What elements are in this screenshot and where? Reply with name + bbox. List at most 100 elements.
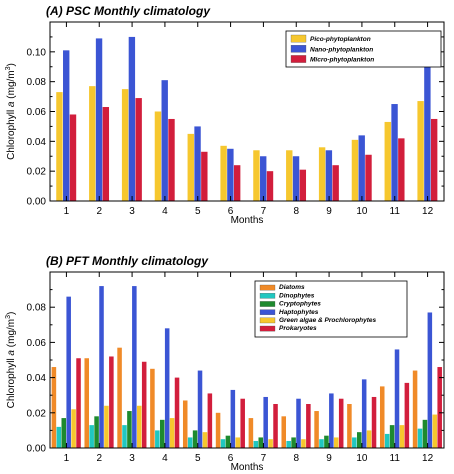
legend-label: Pico-phytoplankton — [310, 36, 371, 43]
bar — [273, 404, 278, 448]
bar — [417, 428, 423, 448]
bar — [306, 404, 311, 448]
bar — [89, 425, 94, 448]
y-axis-label: Chlorophyll a (mg/m3) — [5, 63, 17, 160]
bar — [227, 148, 234, 201]
y-axis-label-text: Chlorophyll — [6, 107, 17, 160]
bar — [263, 396, 268, 448]
bar — [325, 150, 333, 201]
y-tick-label: 0.04 — [27, 373, 47, 384]
x-tick-label: 7 — [261, 453, 267, 464]
x-axis-label: Months — [231, 215, 264, 226]
legend-label: Diatoms — [279, 284, 305, 291]
legend-swatch — [290, 55, 307, 63]
y-tick-label: 0.08 — [27, 303, 47, 314]
x-tick-label: 11 — [390, 453, 401, 464]
y-tick-label: 0.00 — [27, 197, 47, 208]
bar — [61, 418, 67, 448]
x-tick-label: 8 — [293, 453, 299, 464]
y-tick-label: 0.02 — [27, 167, 47, 178]
bar — [132, 286, 137, 448]
bar — [268, 439, 273, 448]
y-axis-label-close: ) — [6, 63, 17, 66]
legend-box — [285, 30, 442, 68]
bar — [84, 358, 89, 448]
bar — [76, 358, 81, 448]
bar — [424, 65, 431, 201]
x-tick-label: 8 — [293, 206, 299, 217]
x-tick-label: 4 — [162, 453, 168, 464]
bar — [332, 165, 339, 201]
x-tick-label: 1 — [64, 206, 70, 217]
bar — [202, 432, 208, 448]
chart-title: (A) PSC Monthly climatology — [46, 4, 211, 18]
x-tick-label: 10 — [356, 206, 368, 217]
bar — [281, 416, 287, 448]
bar — [161, 80, 168, 201]
x-tick-label: 1 — [64, 453, 70, 464]
bar — [356, 432, 362, 448]
bar — [197, 370, 203, 448]
y-tick-label: 0.06 — [27, 338, 47, 349]
bar — [366, 430, 372, 448]
bar — [324, 435, 329, 448]
bar — [69, 114, 77, 201]
bar — [334, 437, 339, 448]
y-axis-label-unit: (mg/m — [6, 70, 17, 101]
bar — [347, 404, 352, 448]
bar — [71, 409, 76, 448]
bar — [230, 389, 236, 448]
bar — [94, 416, 99, 448]
bar — [169, 418, 175, 448]
bar — [128, 36, 136, 201]
x-tick-label: 2 — [96, 206, 102, 217]
bar — [174, 377, 180, 448]
bar — [291, 437, 296, 448]
bar — [253, 150, 260, 201]
y-axis-label-italic: a — [6, 350, 17, 356]
bar — [155, 430, 160, 448]
bar — [122, 425, 127, 448]
bar — [121, 89, 129, 202]
bar — [137, 405, 142, 448]
legend-swatch — [259, 309, 276, 315]
bar — [299, 169, 307, 201]
bar — [430, 118, 438, 201]
legend-swatch — [290, 45, 307, 53]
chart-title: (B) PFT Monthly climatology — [46, 254, 209, 268]
bar — [150, 368, 155, 448]
bar — [338, 398, 344, 448]
legend-label: Green algae & Prochlorophytes — [279, 317, 377, 324]
chart-panel-a: (A) PSC Monthly climatology 0.00 0.02 0.04 0… — [5, 4, 445, 226]
y-axis-label-sup: 3 — [5, 66, 12, 70]
bar — [384, 121, 391, 201]
bar — [391, 104, 398, 201]
bar — [56, 92, 63, 201]
bar — [404, 382, 410, 448]
x-tick-label: 9 — [326, 206, 332, 217]
bar — [314, 411, 319, 448]
bar — [412, 370, 418, 448]
legend: Pico-phytoplankton Nano-phytoplankton Micr… — [285, 30, 442, 68]
bar — [329, 393, 334, 448]
bar — [417, 101, 424, 201]
bars — [56, 36, 438, 202]
bar — [394, 349, 400, 448]
legend-label: Haptophytes — [279, 309, 319, 316]
y-axis-label-sup: 3 — [5, 315, 12, 319]
y-tick-label: 0.08 — [27, 77, 47, 88]
bar — [201, 151, 208, 201]
x-tick-label: 3 — [129, 206, 135, 217]
x-tick-label: 12 — [422, 206, 434, 217]
x-tick-label: 7 — [261, 206, 267, 217]
bar — [253, 440, 259, 448]
x-tick-label: 9 — [326, 453, 332, 464]
x-tick-label: 12 — [422, 453, 434, 464]
bar — [384, 433, 390, 448]
x-tick-label: 5 — [195, 206, 201, 217]
bar — [182, 400, 188, 448]
bar — [117, 347, 122, 448]
bar — [207, 393, 213, 448]
